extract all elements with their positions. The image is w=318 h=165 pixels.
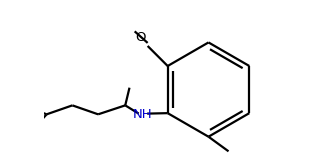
Text: NH: NH xyxy=(133,108,153,121)
Text: O: O xyxy=(135,31,146,44)
